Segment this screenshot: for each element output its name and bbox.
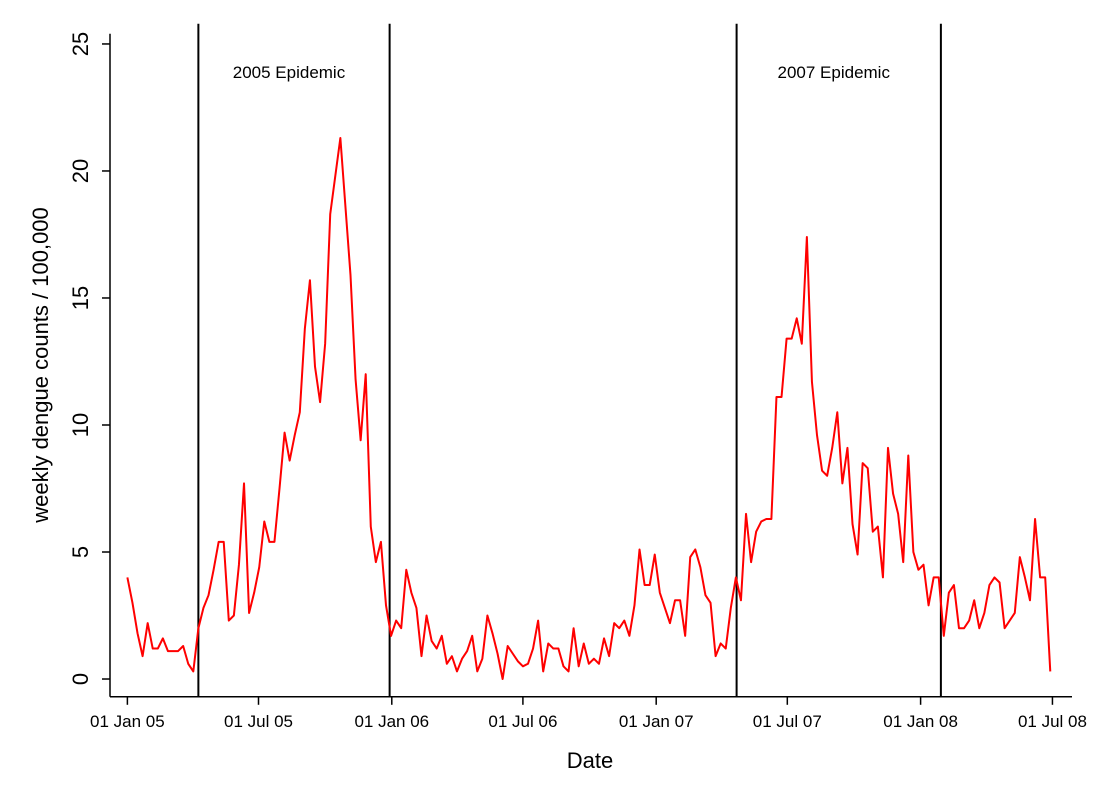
annotation: 2007 Epidemic [778,63,891,82]
y-tick-label: 10 [68,413,93,437]
y-tick-label: 0 [68,673,93,685]
y-tick-label: 25 [68,32,93,56]
annotation: 2005 Epidemic [233,63,346,82]
y-tick-label: 20 [68,159,93,183]
x-tick-label: 01 Jul 07 [753,712,822,731]
x-tick-label: 01 Jul 05 [224,712,293,731]
y-tick-label: 15 [68,286,93,310]
x-tick-label: 01 Jan 08 [883,712,958,731]
x-tick-label: 01 Jul 06 [488,712,557,731]
x-tick-label: 01 Jul 08 [1018,712,1087,731]
x-tick-label: 01 Jan 07 [619,712,694,731]
y-axis-label: weekly dengue counts / 100,000 [28,207,53,524]
x-tick-label: 01 Jan 05 [90,712,165,731]
y-tick-label: 5 [68,546,93,558]
line-series [126,136,1052,681]
x-axis-label: Date [567,748,613,773]
x-tick-label: 01 Jan 06 [354,712,429,731]
